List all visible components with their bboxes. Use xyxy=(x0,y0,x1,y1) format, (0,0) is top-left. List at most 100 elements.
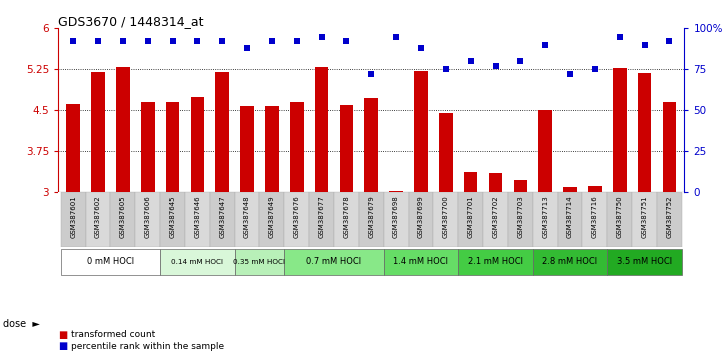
Point xyxy=(291,39,303,44)
Text: GSM387606: GSM387606 xyxy=(145,195,151,238)
Point xyxy=(465,58,477,64)
Point xyxy=(117,39,129,44)
Bar xyxy=(414,71,428,192)
Bar xyxy=(662,102,676,192)
Bar xyxy=(359,192,384,247)
Bar xyxy=(259,192,285,247)
Bar xyxy=(240,106,254,192)
Text: GSM387701: GSM387701 xyxy=(467,195,474,238)
Text: GSM387648: GSM387648 xyxy=(244,195,250,238)
Bar xyxy=(563,187,577,192)
Bar xyxy=(638,73,652,192)
Text: ■: ■ xyxy=(58,330,68,339)
Bar xyxy=(234,249,285,275)
Bar xyxy=(116,67,130,192)
Text: 3.5 mM HOCl: 3.5 mM HOCl xyxy=(617,257,672,266)
Text: GSM387646: GSM387646 xyxy=(194,195,200,238)
Bar xyxy=(458,249,533,275)
Bar xyxy=(607,249,682,275)
Bar xyxy=(60,192,86,247)
Text: GSM387645: GSM387645 xyxy=(170,195,175,238)
Text: 2.1 mM HOCl: 2.1 mM HOCl xyxy=(468,257,523,266)
Text: 0 mM HOCl: 0 mM HOCl xyxy=(87,257,134,266)
Text: GSM387698: GSM387698 xyxy=(393,195,399,238)
Point xyxy=(490,63,502,69)
Text: 2.8 mM HOCl: 2.8 mM HOCl xyxy=(542,257,598,266)
Point xyxy=(92,39,104,44)
Bar xyxy=(582,192,607,247)
Text: GSM387601: GSM387601 xyxy=(70,195,76,238)
Point xyxy=(564,72,576,77)
Bar xyxy=(185,192,210,247)
Bar xyxy=(135,192,160,247)
Bar xyxy=(265,106,279,192)
Bar xyxy=(607,192,632,247)
Text: GSM387602: GSM387602 xyxy=(95,195,101,238)
Bar xyxy=(339,105,353,192)
Point xyxy=(365,72,377,77)
Bar xyxy=(234,192,259,247)
Text: GSM387703: GSM387703 xyxy=(518,195,523,238)
Point xyxy=(415,45,427,51)
Point xyxy=(316,34,328,39)
Text: 0.14 mM HOCl: 0.14 mM HOCl xyxy=(171,258,223,264)
Text: GDS3670 / 1448314_at: GDS3670 / 1448314_at xyxy=(58,15,204,28)
Text: GSM387702: GSM387702 xyxy=(493,195,499,238)
Bar xyxy=(483,192,508,247)
Point xyxy=(67,39,79,44)
Bar xyxy=(657,192,682,247)
Text: GSM387750: GSM387750 xyxy=(617,195,622,238)
Text: 0.35 mM HOCl: 0.35 mM HOCl xyxy=(234,258,285,264)
Bar xyxy=(314,67,328,192)
Bar xyxy=(433,192,458,247)
Text: GSM387716: GSM387716 xyxy=(592,195,598,238)
Bar xyxy=(166,102,179,192)
Text: transformed count: transformed count xyxy=(71,330,155,339)
Point xyxy=(241,45,253,51)
Bar xyxy=(539,110,552,192)
Bar xyxy=(613,68,627,192)
Text: percentile rank within the sample: percentile rank within the sample xyxy=(71,342,223,351)
Text: GSM387751: GSM387751 xyxy=(641,195,648,238)
Bar xyxy=(513,180,527,192)
Point xyxy=(167,39,178,44)
Bar xyxy=(458,192,483,247)
Bar xyxy=(558,192,582,247)
Bar xyxy=(384,249,458,275)
Point xyxy=(341,39,352,44)
Point xyxy=(664,39,676,44)
Bar xyxy=(632,192,657,247)
Bar xyxy=(160,249,234,275)
Text: GSM387647: GSM387647 xyxy=(219,195,225,238)
Point xyxy=(266,39,277,44)
Bar xyxy=(60,249,160,275)
Point xyxy=(638,42,650,47)
Bar xyxy=(365,98,378,192)
Bar xyxy=(290,102,304,192)
Text: dose  ►: dose ► xyxy=(3,319,40,329)
Point xyxy=(390,34,402,39)
Bar xyxy=(160,192,185,247)
Bar xyxy=(141,102,154,192)
Bar xyxy=(533,192,558,247)
Bar xyxy=(91,72,105,192)
Text: 0.7 mM HOCl: 0.7 mM HOCl xyxy=(306,257,362,266)
Bar xyxy=(215,72,229,192)
Bar xyxy=(464,172,478,192)
Bar xyxy=(111,192,135,247)
Point xyxy=(515,58,526,64)
Bar xyxy=(66,104,80,192)
Bar xyxy=(86,192,111,247)
Bar xyxy=(588,186,602,192)
Point xyxy=(589,67,601,72)
Text: GSM387605: GSM387605 xyxy=(120,195,126,238)
Bar xyxy=(334,192,359,247)
Point xyxy=(440,67,451,72)
Bar xyxy=(508,192,533,247)
Point xyxy=(142,39,154,44)
Bar xyxy=(285,192,309,247)
Point xyxy=(191,39,203,44)
Bar xyxy=(210,192,234,247)
Text: ■: ■ xyxy=(58,341,68,351)
Text: GSM387752: GSM387752 xyxy=(666,195,673,238)
